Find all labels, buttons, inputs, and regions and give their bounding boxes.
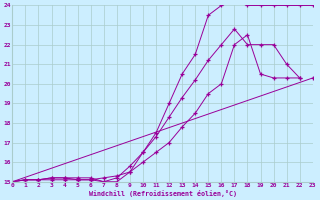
X-axis label: Windchill (Refroidissement éolien,°C): Windchill (Refroidissement éolien,°C) [89,190,236,197]
